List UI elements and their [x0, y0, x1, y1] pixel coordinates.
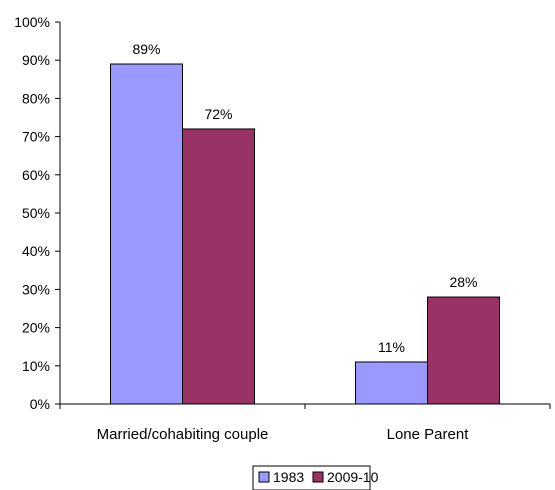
y-tick-label: 20% [22, 320, 50, 336]
x-category-label: Married/cohabiting couple [97, 426, 269, 443]
y-tick-label: 60% [22, 167, 50, 183]
x-category-label: Lone Parent [387, 426, 470, 443]
legend-label: 1983 [273, 469, 304, 485]
y-tick-label: 70% [22, 129, 50, 145]
legend-swatch [312, 471, 324, 483]
data-label: 72% [204, 106, 232, 122]
bars [110, 63, 500, 405]
data-label: 11% [378, 339, 405, 355]
y-tick-label: 80% [22, 90, 50, 106]
y-tick-label: 0% [30, 396, 50, 412]
bar [427, 296, 500, 405]
y-tick-label: 90% [22, 52, 50, 68]
data-label: 28% [449, 274, 477, 290]
legend: 1983 2009-10 [252, 465, 379, 490]
y-tick-label: 10% [22, 358, 50, 374]
x-axis: Married/cohabiting couple Lone Parent [59, 403, 551, 443]
y-tick-label: 30% [22, 281, 50, 297]
bar [110, 63, 183, 405]
legend-swatch [258, 471, 270, 483]
y-axis: 0% 10% 20% 30% 40% 50% 60% 70% 80% 90% 100% [14, 14, 61, 412]
bar [355, 361, 428, 405]
data-label: 89% [132, 41, 160, 57]
y-tick-label: 100% [14, 14, 50, 30]
bar [182, 128, 255, 405]
legend-label: 2009-10 [327, 469, 379, 485]
data-labels: 89% 72% 11% 28% [132, 41, 477, 355]
y-tick-label: 40% [22, 243, 50, 259]
y-tick-label: 50% [22, 205, 50, 221]
legend-box [252, 465, 371, 490]
